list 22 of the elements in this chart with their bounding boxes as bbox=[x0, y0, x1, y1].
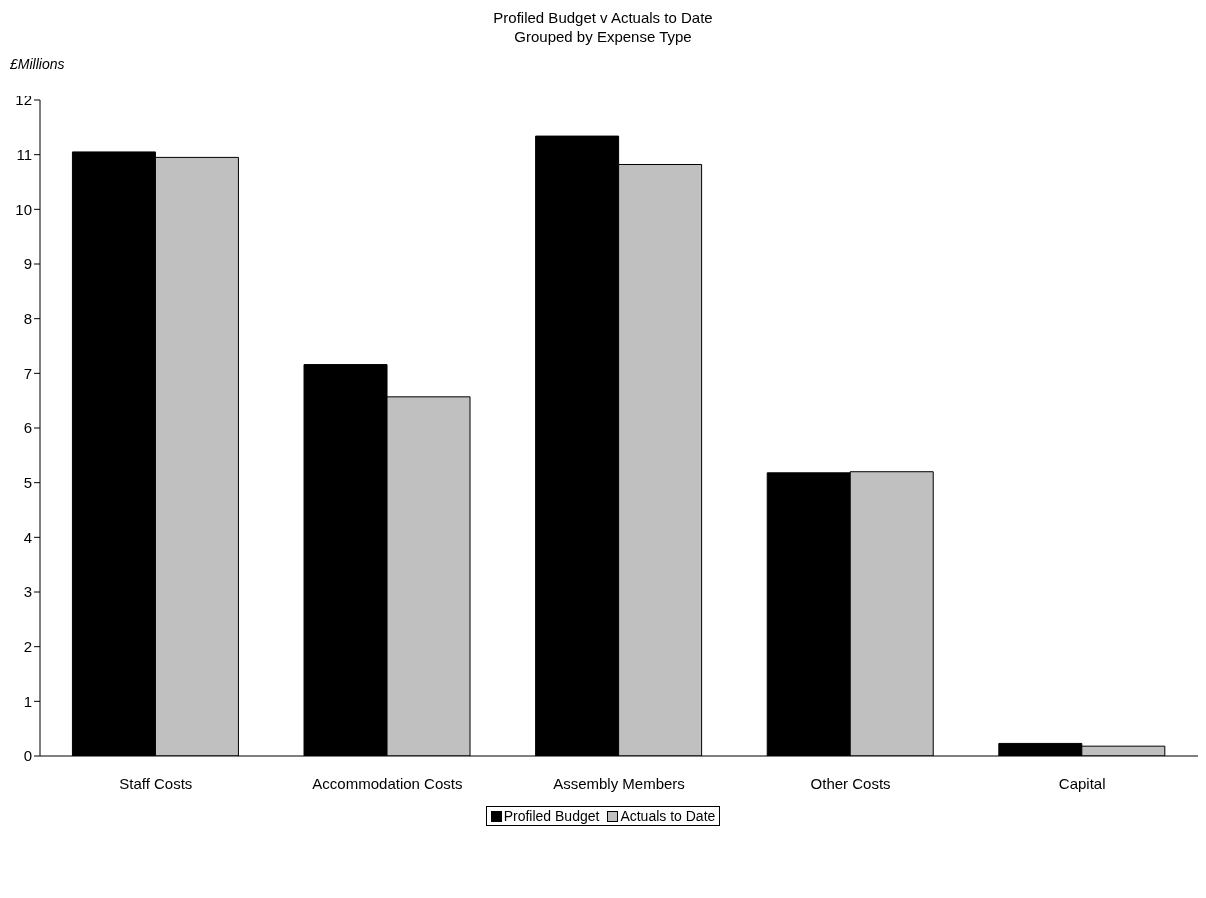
x-tick-label: Accommodation Costs bbox=[312, 774, 463, 792]
x-tick-label: Staff Costs bbox=[119, 774, 193, 792]
x-tick-label: Assembly Members bbox=[553, 774, 685, 792]
y-tick-label: 9 bbox=[23, 255, 32, 273]
y-tick-label: 8 bbox=[23, 309, 32, 327]
y-tick-label: 1 bbox=[23, 692, 32, 710]
y-tick-label: 0 bbox=[23, 747, 32, 765]
chart-subtitle: Grouped by Expense Type bbox=[513, 27, 693, 46]
legend-label: Profiled Budget bbox=[502, 808, 600, 824]
legend-label: Actuals to Date bbox=[619, 808, 716, 824]
y-tick-label: 11 bbox=[16, 145, 32, 163]
y-tick-label: 3 bbox=[23, 583, 32, 601]
y-tick-label: 4 bbox=[23, 528, 32, 546]
x-tick-label: Capital bbox=[1058, 774, 1106, 792]
y-tick-label: 7 bbox=[23, 364, 32, 382]
chart-title: Profiled Budget v Actuals to Date bbox=[492, 8, 714, 27]
y-tick-label: 5 bbox=[23, 473, 32, 491]
y-axis-title: £Millions bbox=[10, 56, 65, 72]
y-tick-label: 10 bbox=[15, 200, 32, 218]
y-tick-label: 6 bbox=[23, 419, 32, 437]
y-tick-label: 2 bbox=[23, 637, 32, 655]
x-tick-label: Other Costs bbox=[810, 774, 891, 792]
